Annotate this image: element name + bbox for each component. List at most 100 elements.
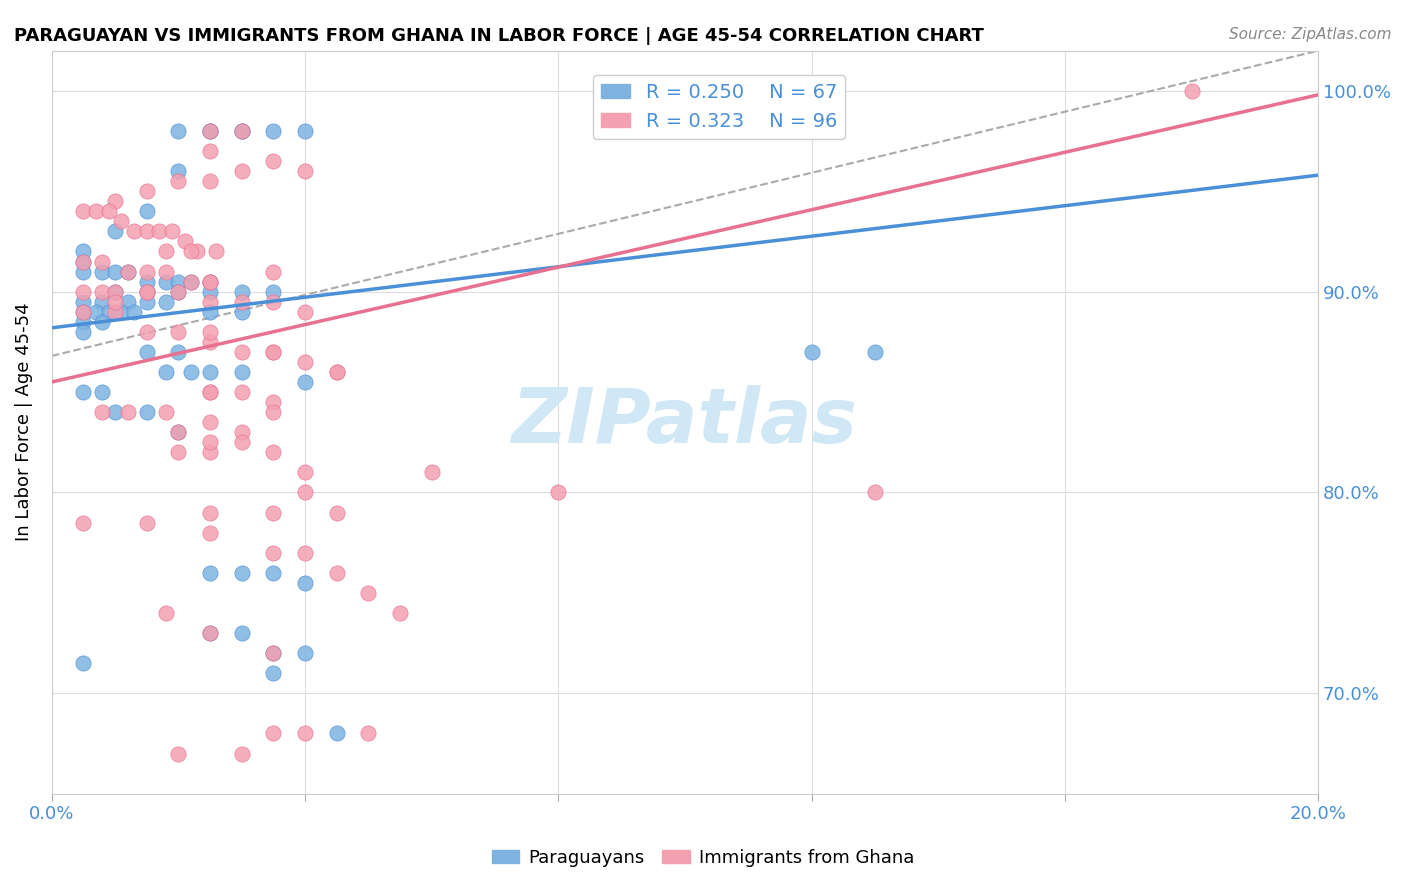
Point bbox=[104, 294, 127, 309]
Point bbox=[155, 264, 177, 278]
Point bbox=[231, 124, 253, 138]
Point bbox=[167, 174, 190, 188]
Point bbox=[231, 566, 253, 580]
Point bbox=[155, 606, 177, 620]
Point bbox=[155, 244, 177, 259]
Point bbox=[167, 445, 190, 459]
Point bbox=[180, 365, 202, 379]
Point bbox=[167, 285, 190, 299]
Point bbox=[135, 344, 157, 359]
Point bbox=[325, 365, 347, 379]
Point bbox=[262, 646, 284, 660]
Point bbox=[388, 606, 411, 620]
Point bbox=[104, 194, 127, 209]
Point bbox=[262, 124, 284, 138]
Point bbox=[72, 325, 94, 339]
Point bbox=[91, 405, 114, 419]
Point bbox=[167, 164, 190, 178]
Point bbox=[262, 445, 284, 459]
Point bbox=[325, 506, 347, 520]
Point bbox=[294, 485, 316, 500]
Point bbox=[117, 405, 139, 419]
Point bbox=[135, 264, 157, 278]
Point bbox=[148, 224, 170, 238]
Point bbox=[180, 275, 202, 289]
Point bbox=[262, 344, 284, 359]
Point bbox=[325, 566, 347, 580]
Point bbox=[198, 124, 221, 138]
Point bbox=[198, 285, 221, 299]
Point bbox=[72, 204, 94, 219]
Point bbox=[198, 435, 221, 450]
Point bbox=[167, 124, 190, 138]
Point bbox=[135, 184, 157, 198]
Point bbox=[91, 315, 114, 329]
Point bbox=[294, 546, 316, 560]
Point bbox=[122, 224, 145, 238]
Point bbox=[262, 506, 284, 520]
Point bbox=[135, 516, 157, 530]
Point bbox=[198, 415, 221, 429]
Point bbox=[198, 174, 221, 188]
Point bbox=[186, 244, 208, 259]
Point bbox=[91, 254, 114, 268]
Point bbox=[135, 405, 157, 419]
Point bbox=[91, 285, 114, 299]
Point bbox=[97, 204, 120, 219]
Point bbox=[72, 304, 94, 318]
Point bbox=[262, 546, 284, 560]
Point bbox=[294, 124, 316, 138]
Point bbox=[231, 626, 253, 640]
Point bbox=[110, 304, 132, 318]
Text: Source: ZipAtlas.com: Source: ZipAtlas.com bbox=[1229, 27, 1392, 42]
Point bbox=[231, 365, 253, 379]
Y-axis label: In Labor Force | Age 45-54: In Labor Force | Age 45-54 bbox=[15, 303, 32, 541]
Point bbox=[262, 405, 284, 419]
Point bbox=[72, 244, 94, 259]
Point bbox=[135, 294, 157, 309]
Point bbox=[262, 666, 284, 681]
Point bbox=[198, 365, 221, 379]
Point bbox=[91, 385, 114, 400]
Point bbox=[231, 747, 253, 761]
Point bbox=[231, 435, 253, 450]
Point bbox=[198, 275, 221, 289]
Point bbox=[173, 235, 195, 249]
Point bbox=[84, 204, 107, 219]
Point bbox=[294, 355, 316, 369]
Point bbox=[1180, 84, 1202, 98]
Point bbox=[547, 485, 569, 500]
Point bbox=[167, 275, 190, 289]
Point bbox=[198, 445, 221, 459]
Point bbox=[198, 275, 221, 289]
Point bbox=[231, 344, 253, 359]
Point bbox=[117, 264, 139, 278]
Point bbox=[198, 124, 221, 138]
Point bbox=[135, 224, 157, 238]
Point bbox=[104, 224, 127, 238]
Point bbox=[198, 334, 221, 349]
Point bbox=[294, 466, 316, 480]
Point bbox=[262, 726, 284, 740]
Point bbox=[294, 646, 316, 660]
Point bbox=[325, 726, 347, 740]
Point bbox=[104, 304, 127, 318]
Point bbox=[231, 425, 253, 440]
Point bbox=[167, 747, 190, 761]
Point bbox=[198, 566, 221, 580]
Point bbox=[72, 254, 94, 268]
Point bbox=[357, 726, 380, 740]
Point bbox=[198, 626, 221, 640]
Text: PARAGUAYAN VS IMMIGRANTS FROM GHANA IN LABOR FORCE | AGE 45-54 CORRELATION CHART: PARAGUAYAN VS IMMIGRANTS FROM GHANA IN L… bbox=[14, 27, 984, 45]
Point bbox=[72, 385, 94, 400]
Point bbox=[117, 294, 139, 309]
Point bbox=[104, 285, 127, 299]
Point bbox=[198, 626, 221, 640]
Point bbox=[198, 325, 221, 339]
Point bbox=[198, 144, 221, 158]
Point bbox=[91, 264, 114, 278]
Point bbox=[155, 294, 177, 309]
Point bbox=[294, 304, 316, 318]
Point bbox=[262, 646, 284, 660]
Point bbox=[122, 304, 145, 318]
